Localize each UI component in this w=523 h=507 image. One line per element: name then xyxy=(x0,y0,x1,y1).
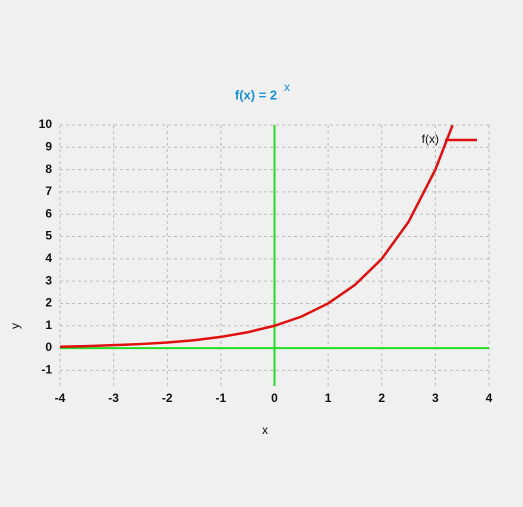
y-tick-label: 6 xyxy=(45,206,52,220)
chart-title-exponent: x xyxy=(284,80,290,94)
x-tick-label: 3 xyxy=(432,391,439,405)
y-tick-label: 7 xyxy=(45,184,52,198)
chart-title: f(x) = 2 xyxy=(235,87,277,102)
x-axis-label: x xyxy=(262,423,268,437)
y-tick-label: 4 xyxy=(45,251,52,265)
legend-label: f(x) xyxy=(422,132,439,146)
x-tick-label: 1 xyxy=(325,391,332,405)
x-tick-label: 4 xyxy=(486,391,493,405)
x-tick-label: -3 xyxy=(108,391,119,405)
series-line xyxy=(59,124,454,348)
y-tick-label: 9 xyxy=(45,139,52,153)
y-tick-label: 10 xyxy=(39,117,53,131)
y-axis-label: y xyxy=(8,323,22,329)
y-tick-label: 2 xyxy=(45,296,52,310)
y-tick-label: 1 xyxy=(45,318,52,332)
x-tick-label: 2 xyxy=(378,391,385,405)
y-tick-label: 8 xyxy=(45,162,52,176)
x-tick-label: -1 xyxy=(216,391,227,405)
x-tick-label: -2 xyxy=(162,391,173,405)
y-tick-label: 3 xyxy=(45,273,52,287)
x-tick-label: 0 xyxy=(271,391,278,405)
x-tick-label: -4 xyxy=(55,391,66,405)
y-tick-label: 5 xyxy=(45,229,52,243)
y-tick-label: -1 xyxy=(41,363,52,377)
y-tick-label: 0 xyxy=(45,340,52,354)
